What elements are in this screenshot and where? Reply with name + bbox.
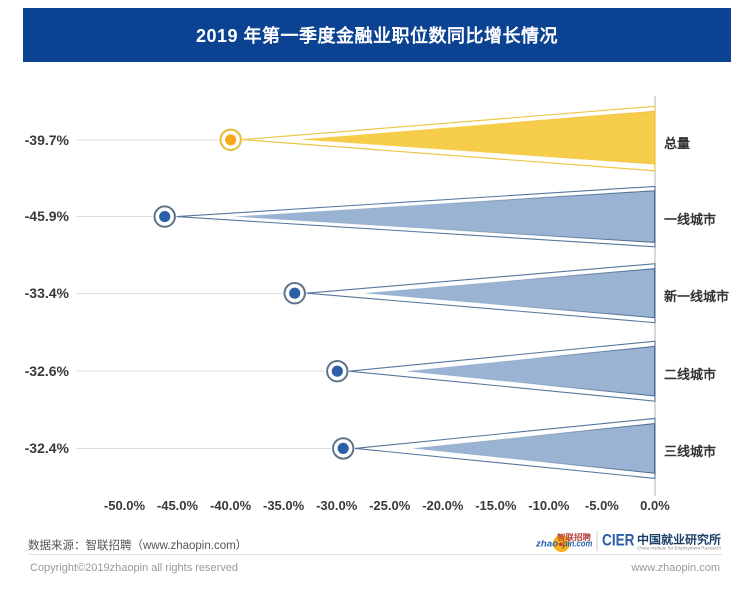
- svg-text:CIER: CIER: [602, 532, 635, 550]
- svg-text:zhao: zhao: [535, 539, 558, 550]
- svg-text:pin.com: pin.com: [562, 539, 593, 550]
- svg-text:China Institute for Employment: China Institute for Employment Research: [637, 546, 721, 551]
- svg-text:智联招聘: 智联招聘: [557, 532, 591, 542]
- svg-text:中国就业研究所: 中国就业研究所: [637, 532, 722, 546]
